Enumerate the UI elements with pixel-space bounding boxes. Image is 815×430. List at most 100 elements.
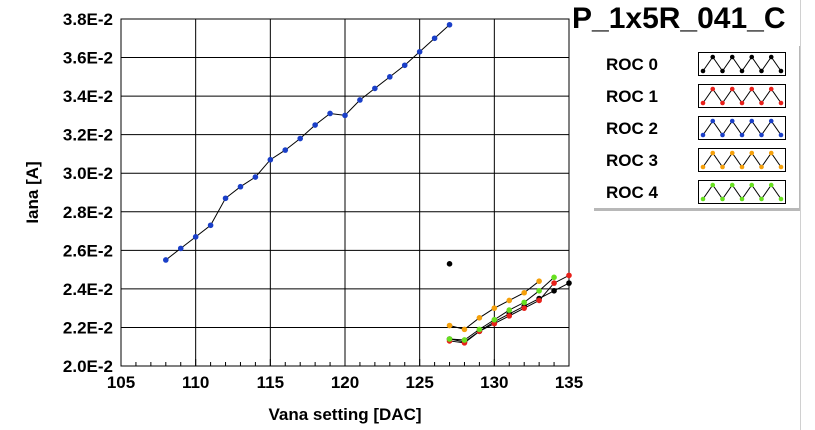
legend-swatch bbox=[698, 52, 786, 76]
data-point bbox=[566, 280, 572, 286]
data-point bbox=[446, 336, 453, 342]
legend-swatch-marker bbox=[739, 100, 745, 106]
legend-swatch-marker bbox=[720, 196, 725, 202]
legend-entry-roc-2: ROC 2 bbox=[594, 114, 799, 144]
legend-swatch-marker bbox=[759, 132, 764, 138]
x-tick-label: 115 bbox=[257, 373, 284, 392]
series-roc-4 bbox=[446, 274, 557, 343]
data-point bbox=[312, 122, 318, 128]
legend-swatch-marker bbox=[749, 150, 755, 156]
data-point bbox=[252, 174, 259, 180]
data-point bbox=[222, 195, 229, 202]
legend-swatch-marker bbox=[729, 150, 735, 156]
data-point bbox=[342, 112, 348, 119]
legend-swatch bbox=[698, 148, 786, 172]
x-tick-label: 120 bbox=[331, 373, 359, 392]
data-point bbox=[372, 85, 378, 92]
x-tick-label: 135 bbox=[555, 373, 583, 392]
y-tick-label: 2.4E-2 bbox=[63, 280, 113, 299]
legend-swatch-marker bbox=[700, 164, 706, 170]
data-point bbox=[327, 110, 333, 117]
legend-swatch-graphic bbox=[700, 86, 784, 106]
data-point bbox=[491, 305, 498, 311]
legend-label: ROC 0 bbox=[606, 55, 658, 74]
legend-swatch-marker bbox=[739, 132, 745, 138]
data-point bbox=[401, 62, 408, 69]
window-edge bbox=[800, 0, 815, 430]
legend-label: ROC 2 bbox=[606, 119, 658, 138]
legend-label: ROC 3 bbox=[606, 151, 658, 170]
data-point bbox=[192, 234, 199, 240]
data-point bbox=[476, 315, 483, 321]
legend-swatch-marker bbox=[710, 86, 716, 92]
legend-swatch-marker bbox=[710, 118, 716, 124]
legend-swatch-marker bbox=[700, 100, 706, 106]
y-tick-label: 3.2E-2 bbox=[63, 126, 113, 145]
legend-swatch-marker bbox=[759, 68, 764, 74]
series-line bbox=[449, 276, 555, 341]
y-tick-label: 2.2E-2 bbox=[63, 318, 113, 337]
data-point bbox=[551, 274, 557, 281]
data-point bbox=[551, 280, 557, 286]
legend: ROC 0 ROC 1 ROC 2 ROC 3 ROC 4 bbox=[594, 46, 802, 211]
legend-swatch-marker bbox=[768, 182, 774, 188]
legend-swatch-marker bbox=[749, 54, 755, 60]
data-point bbox=[357, 97, 363, 103]
data-point bbox=[536, 288, 542, 294]
y-axis-label: Iana [A] bbox=[23, 161, 42, 223]
data-point bbox=[491, 320, 498, 327]
legend-swatch-marker bbox=[720, 100, 725, 106]
data-point bbox=[506, 313, 513, 319]
x-tick-label: 125 bbox=[405, 373, 433, 392]
legend-swatch-marker bbox=[700, 68, 706, 74]
data-point bbox=[282, 147, 289, 153]
data-point bbox=[237, 183, 244, 190]
legend-swatch-marker bbox=[768, 54, 774, 60]
x-tick-label: 105 bbox=[107, 373, 135, 392]
legend-swatch-graphic bbox=[700, 118, 784, 138]
legend-swatch bbox=[698, 180, 786, 204]
legend-swatch-marker bbox=[720, 68, 725, 74]
legend-label: ROC 1 bbox=[606, 87, 658, 106]
data-point bbox=[521, 299, 527, 306]
data-point bbox=[461, 337, 468, 343]
x-axis-label: Vana setting [DAC] bbox=[268, 405, 421, 424]
series-roc-3 bbox=[446, 278, 542, 333]
chart-title: P_1x5R_041_C bbox=[572, 2, 786, 35]
data-point bbox=[431, 35, 438, 42]
legend-swatch-marker bbox=[768, 118, 774, 124]
legend-swatch-marker bbox=[739, 164, 745, 170]
legend-swatch-graphic bbox=[700, 54, 784, 74]
legend-swatch-marker bbox=[710, 54, 716, 60]
legend-swatch-marker bbox=[768, 86, 774, 92]
legend-swatch-marker bbox=[749, 182, 755, 188]
legend-swatch-marker bbox=[710, 150, 716, 156]
legend-swatch-marker bbox=[749, 118, 755, 124]
data-point bbox=[491, 316, 498, 323]
x-tick-label: 110 bbox=[182, 373, 209, 392]
y-tick-label: 3.6E-2 bbox=[63, 49, 113, 68]
legend-entry-roc-4: ROC 4 bbox=[594, 178, 799, 208]
data-point bbox=[177, 245, 184, 252]
legend-swatch-marker bbox=[778, 164, 784, 170]
legend-entry-roc-1: ROC 1 bbox=[594, 82, 799, 112]
legend-swatch-marker bbox=[759, 196, 764, 202]
legend-swatch-marker bbox=[720, 164, 725, 170]
data-point bbox=[416, 48, 423, 55]
legend-swatch bbox=[698, 116, 786, 140]
data-point bbox=[461, 326, 468, 333]
legend-entry-roc-3: ROC 3 bbox=[594, 146, 799, 176]
legend-swatch-marker bbox=[749, 86, 755, 92]
data-point bbox=[267, 156, 274, 163]
legend-entry-roc-0: ROC 0 bbox=[594, 50, 799, 80]
legend-swatch-graphic bbox=[700, 150, 784, 170]
data-point bbox=[566, 272, 572, 279]
y-tick-label: 2.0E-2 bbox=[63, 357, 113, 376]
legend-swatch-marker bbox=[778, 196, 784, 202]
y-tick-label: 3.0E-2 bbox=[63, 164, 113, 183]
legend-swatch-marker bbox=[739, 68, 745, 74]
series-line bbox=[165, 24, 450, 261]
data-point bbox=[387, 74, 393, 80]
data-point bbox=[506, 297, 513, 304]
